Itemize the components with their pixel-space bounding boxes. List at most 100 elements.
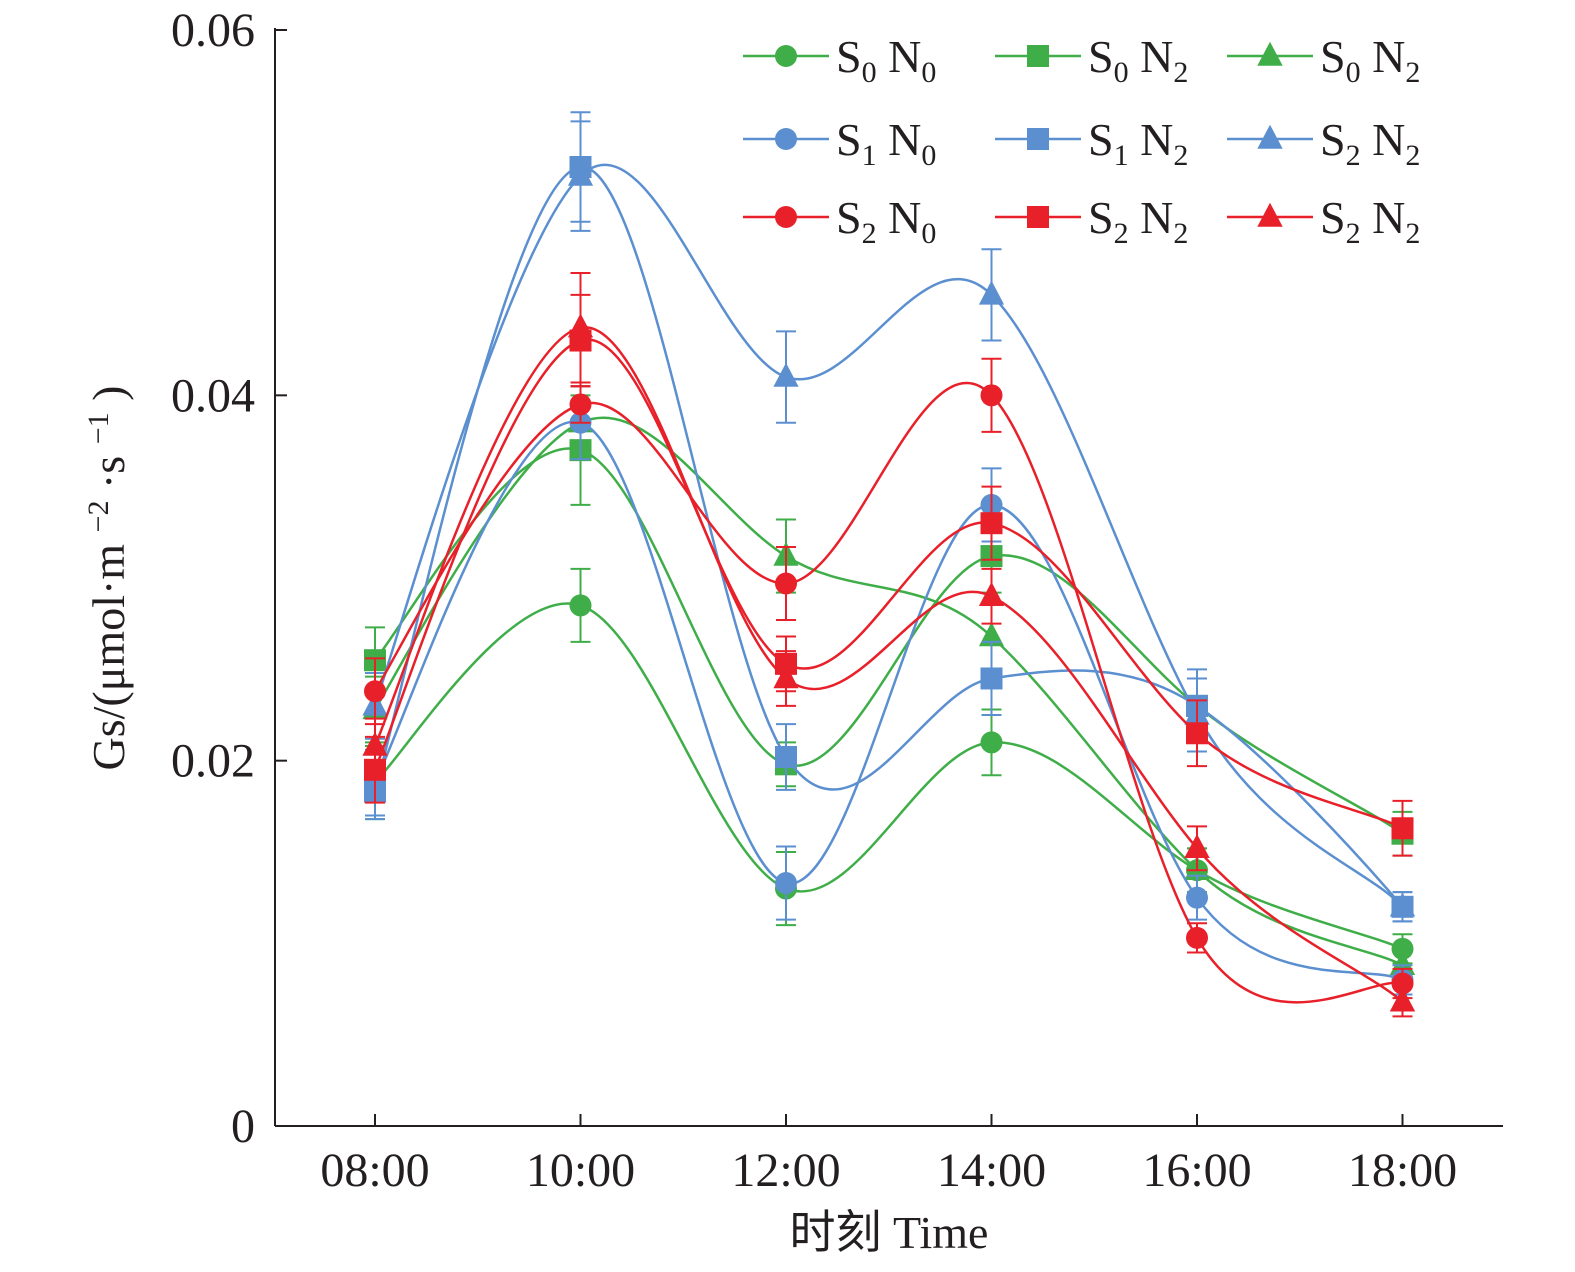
legend-swatch-marker <box>775 128 797 150</box>
data-point-circle <box>1186 886 1208 909</box>
data-point-triangle <box>567 313 594 338</box>
legend-label-n: N <box>1361 31 1406 82</box>
legend-label: S0 N0 <box>836 31 936 89</box>
legend-swatch-marker <box>775 206 797 228</box>
legend-swatch-marker <box>1257 202 1283 227</box>
series-line <box>373 165 1404 908</box>
legend-label-n-sub: 2 <box>1405 56 1420 89</box>
legend-label-s: S <box>836 31 862 82</box>
legend-label-s: S <box>1088 192 1114 243</box>
legend-item: S1 N2 <box>995 114 1188 172</box>
y-axis-title-mid: ·s <box>83 456 134 489</box>
series-layer <box>362 111 1416 1018</box>
y-tick-label: 0.06 <box>171 4 255 57</box>
data-point-triangle <box>978 622 1005 647</box>
data-point-square <box>980 512 1003 535</box>
data-point-triangle <box>978 581 1005 606</box>
legend-item: S2 N2 <box>1227 114 1420 172</box>
x-tick-label: 12:00 <box>731 1144 840 1197</box>
legend-label-s: S <box>1320 192 1346 243</box>
data-point-triangle <box>1389 892 1416 917</box>
y-axis-title-exp1: −2 <box>82 501 115 533</box>
data-point-circle <box>980 384 1003 407</box>
data-point-triangle <box>362 731 388 756</box>
series-line <box>373 326 1404 1003</box>
series-line <box>373 338 1404 830</box>
y-axis-title: Gs/(μmol·m −2 ·s −1 ) <box>82 386 135 771</box>
legend-label-s-sub: 2 <box>1346 217 1361 250</box>
x-tick-label: 10:00 <box>526 1144 635 1197</box>
data-point-circle <box>775 872 797 895</box>
legend-label-n: N <box>1129 114 1174 165</box>
data-point-triangle <box>1184 834 1210 858</box>
y-tick-label: 0.02 <box>171 735 255 788</box>
series-line <box>374 447 1404 835</box>
legend-label-s-sub: 1 <box>862 139 877 172</box>
legend-label-n-sub: 2 <box>1173 217 1188 250</box>
legend-label-s-sub: 0 <box>862 56 877 89</box>
data-point-square <box>1391 817 1414 840</box>
data-point-triangle <box>773 362 799 387</box>
legend-label-s-sub: 0 <box>1346 56 1361 89</box>
series-line <box>373 164 1404 908</box>
data-point-circle <box>569 393 592 416</box>
legend-label: S0 N2 <box>1320 31 1420 89</box>
data-point-triangle <box>567 161 594 186</box>
x-axis-ticks: 08:00 10:00 12:00 14:00 16:00 18:00 <box>320 1114 1457 1197</box>
legend-label: S1 N2 <box>1088 114 1188 172</box>
data-point-circle <box>1186 926 1208 949</box>
legend-label: S2 N2 <box>1088 192 1188 250</box>
legend-label-s: S <box>1088 114 1114 165</box>
legend-item: S2 N0 <box>743 192 936 250</box>
data-point-square <box>1186 722 1208 745</box>
legend-item: S0 N2 <box>1227 31 1420 89</box>
legend-label-s-sub: 1 <box>1114 139 1129 172</box>
y-axis-title-prefix: Gs/(μmol·m <box>83 544 134 771</box>
plot-area: 0 0.02 0.04 0.06 08:00 10:00 12:00 14:00 16:00 1… <box>171 4 1503 1197</box>
legend-label-s: S <box>836 192 862 243</box>
legend-label-s-sub: 2 <box>1114 217 1129 250</box>
legend-item: S0 N2 <box>995 31 1188 89</box>
legend-label: S0 N2 <box>1088 31 1188 89</box>
series-7 <box>364 293 1414 857</box>
y-tick-label: 0 <box>231 1100 255 1153</box>
legend-label-n-sub: 0 <box>921 217 936 250</box>
legend-item: S2 N2 <box>1227 192 1420 250</box>
data-point-triangle <box>978 280 1005 305</box>
data-point-circle <box>364 680 386 703</box>
data-point-triangle <box>1389 987 1416 1012</box>
legend-label-n-sub: 2 <box>1173 56 1188 89</box>
legend-label-n: N <box>877 114 922 165</box>
legend-swatch-marker <box>1027 45 1049 67</box>
legend-label: S1 N0 <box>836 114 936 172</box>
legend-swatch-marker <box>775 45 797 67</box>
legend-label-n-sub: 0 <box>921 56 936 89</box>
legend-label-n: N <box>1361 192 1406 243</box>
legend-label-n: N <box>1361 114 1406 165</box>
legend-swatch-marker <box>1027 128 1049 150</box>
legend-label-s: S <box>1320 31 1346 82</box>
data-point-circle <box>980 731 1003 754</box>
legend-swatch-marker <box>1027 206 1049 228</box>
data-point-square <box>980 667 1003 690</box>
legend-label-n: N <box>877 192 922 243</box>
x-tick-label: 08:00 <box>320 1144 429 1197</box>
series-line <box>373 382 1403 1004</box>
legend-label-s-sub: 0 <box>1114 56 1129 89</box>
data-point-circle <box>1391 937 1414 960</box>
y-tick-label: 0.04 <box>171 369 255 422</box>
data-point-circle <box>569 594 592 617</box>
legend-label-s-sub: 2 <box>1346 139 1361 172</box>
legend-item: S0 N0 <box>743 31 936 89</box>
legend-label-n-sub: 0 <box>921 139 936 172</box>
series-line <box>373 416 1404 967</box>
y-axis-title-suffix: ) <box>83 386 134 401</box>
x-tick-label: 14:00 <box>937 1144 1046 1197</box>
legend-label-n-sub: 2 <box>1405 139 1420 172</box>
legend-label-n: N <box>1129 31 1174 82</box>
y-axis-ticks: 0 0.02 0.04 0.06 <box>171 4 287 1153</box>
data-point-triangle <box>773 664 799 689</box>
x-axis-title: 时刻 Time <box>790 1207 989 1258</box>
